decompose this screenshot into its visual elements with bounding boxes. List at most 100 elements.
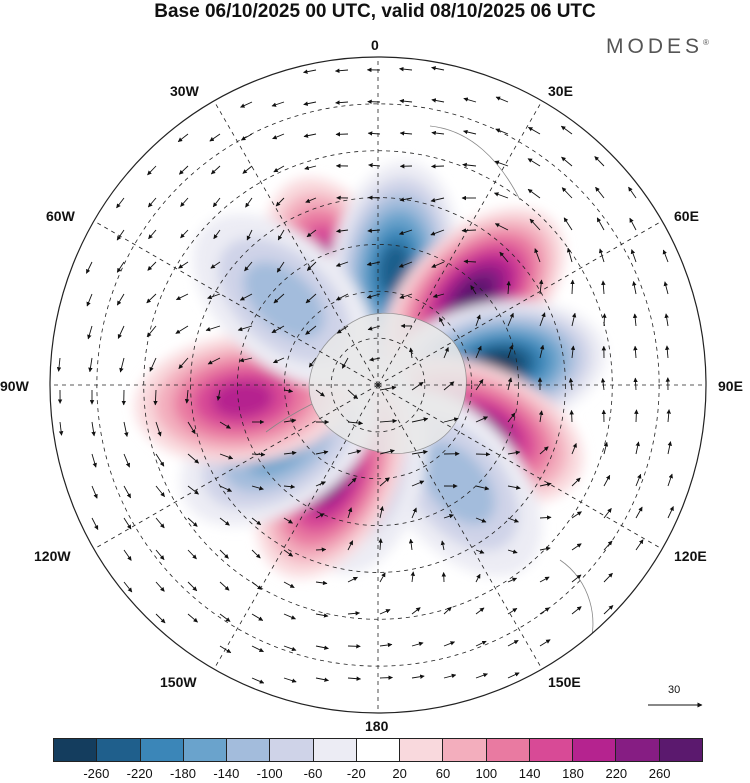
wind-vector bbox=[240, 101, 253, 108]
wind-vector bbox=[207, 357, 221, 365]
wind-vector bbox=[367, 131, 381, 136]
wind-vector bbox=[475, 640, 487, 647]
wind-vector bbox=[277, 229, 285, 241]
wind-vector bbox=[507, 577, 518, 583]
wind-vector bbox=[463, 259, 477, 264]
wind-vector bbox=[251, 549, 261, 559]
wind-vector bbox=[411, 381, 424, 391]
wind-vector bbox=[283, 388, 294, 394]
wind-vector bbox=[463, 129, 477, 135]
colorbar bbox=[53, 738, 703, 762]
wind-vector bbox=[560, 125, 573, 135]
wind-vector bbox=[272, 133, 285, 140]
wind-vector bbox=[187, 453, 200, 464]
wind-vector bbox=[430, 197, 445, 203]
colorbar-swatch bbox=[183, 739, 228, 761]
map-area bbox=[50, 57, 706, 713]
wind-vector bbox=[271, 101, 285, 107]
colorbar-tick-label: -180 bbox=[169, 766, 197, 781]
wind-vector bbox=[335, 100, 349, 105]
wind-vector bbox=[367, 195, 381, 200]
wind-vector bbox=[146, 293, 157, 304]
wind-vector bbox=[602, 313, 607, 327]
wind-vector bbox=[212, 197, 221, 208]
wind-vector bbox=[603, 540, 613, 551]
wind-vector bbox=[347, 507, 353, 519]
wind-vector bbox=[123, 485, 131, 499]
wind-vector bbox=[507, 450, 521, 455]
wind-vector bbox=[119, 357, 125, 373]
brand-name: MODES bbox=[606, 35, 704, 58]
wind-vector bbox=[155, 613, 166, 624]
colorbar-swatch bbox=[54, 739, 98, 761]
colorbar-swatch bbox=[659, 739, 702, 761]
colorbar-tick-label: 20 bbox=[392, 766, 407, 781]
wind-vector bbox=[408, 538, 414, 551]
wind-vector bbox=[187, 613, 198, 623]
lon-label-120e: 120E bbox=[674, 548, 707, 564]
wind-vector bbox=[283, 418, 297, 423]
wind-vector bbox=[411, 607, 421, 615]
wind-vector bbox=[275, 197, 285, 207]
wind-vector bbox=[475, 607, 485, 615]
wind-vector bbox=[283, 450, 297, 456]
wind-vector bbox=[538, 279, 544, 295]
africa-coast bbox=[429, 125, 521, 201]
wind-vector bbox=[283, 645, 297, 652]
wind-vector bbox=[335, 293, 349, 301]
wind-vector bbox=[187, 581, 198, 592]
wind-vector bbox=[506, 280, 511, 295]
wind-vector bbox=[494, 160, 509, 167]
lon-label-120w: 120W bbox=[34, 548, 71, 564]
wind-vector bbox=[633, 345, 638, 359]
wind-vector bbox=[539, 546, 551, 551]
wind-vector bbox=[379, 385, 397, 391]
wind-vector bbox=[379, 449, 395, 455]
wind-vector bbox=[399, 98, 413, 104]
wind-vector bbox=[219, 549, 229, 559]
wind-vector bbox=[431, 66, 445, 71]
wind-vector bbox=[308, 357, 317, 368]
wind-vector bbox=[244, 261, 253, 272]
wind-vector bbox=[539, 607, 550, 615]
anomaly-contour-level bbox=[212, 380, 274, 418]
lon-label-0: 0 bbox=[371, 37, 379, 53]
wind-vector bbox=[539, 515, 552, 520]
wind-vector bbox=[539, 446, 549, 455]
wind-vector bbox=[539, 576, 550, 583]
wind-vector bbox=[571, 606, 582, 615]
colorbar-tick-label: 260 bbox=[648, 766, 671, 781]
wind-vector bbox=[475, 314, 481, 327]
meridian-line bbox=[93, 384, 379, 550]
wind-vector bbox=[571, 543, 582, 551]
antarctic-peninsula bbox=[265, 403, 313, 433]
wind-vector bbox=[398, 229, 413, 236]
wind-vector bbox=[335, 261, 349, 267]
wind-vector bbox=[571, 574, 582, 583]
wind-vector bbox=[237, 325, 253, 332]
wind-vector bbox=[507, 485, 521, 490]
wind-vector bbox=[251, 645, 264, 653]
wind-vector bbox=[347, 576, 358, 583]
latitude-circle bbox=[330, 337, 426, 433]
colorbar-swatch bbox=[486, 739, 530, 761]
wind-vector bbox=[315, 450, 329, 455]
colorbar-swatch bbox=[97, 739, 141, 761]
wind-vector bbox=[116, 197, 125, 209]
meridian-line bbox=[213, 100, 379, 386]
wind-vector bbox=[187, 517, 198, 527]
wind-vector bbox=[539, 639, 551, 647]
wind-vector bbox=[149, 357, 157, 372]
map-boundary bbox=[49, 56, 707, 714]
wind-vector bbox=[399, 66, 413, 72]
wind-vector bbox=[219, 581, 230, 591]
wind-vector bbox=[239, 293, 253, 301]
wind-vector bbox=[495, 96, 509, 103]
wind-vector bbox=[369, 357, 381, 362]
wind-vector bbox=[528, 126, 541, 135]
meridian-line bbox=[93, 220, 379, 386]
wind-vector bbox=[251, 677, 265, 684]
wind-vector bbox=[85, 261, 93, 274]
lon-label-90w: 90W bbox=[0, 378, 29, 394]
